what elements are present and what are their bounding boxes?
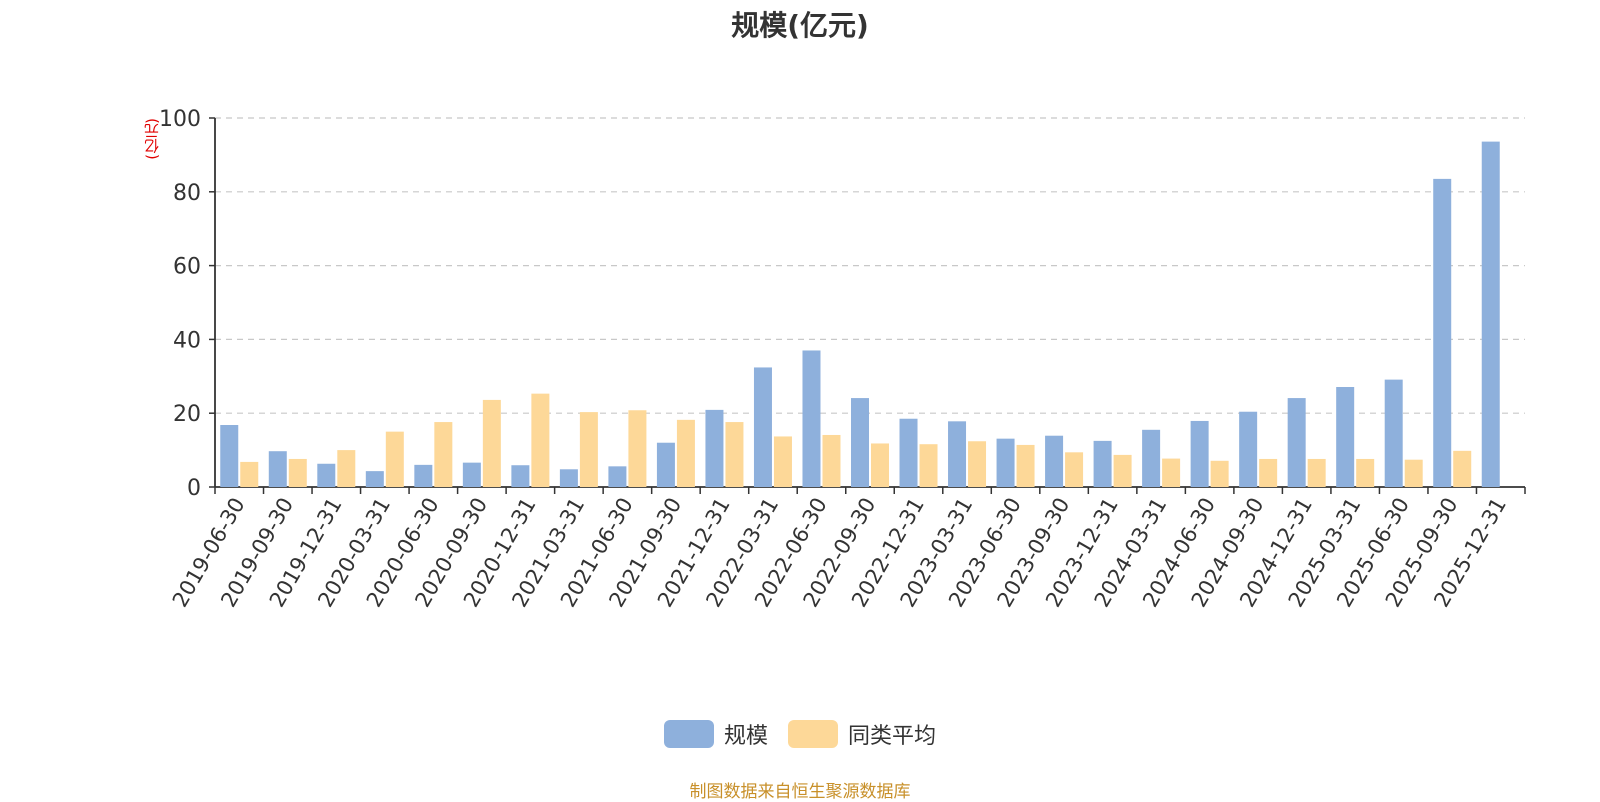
bar-scale [220,425,239,487]
bar-scale [1481,141,1500,487]
bar-scale [1142,429,1161,487]
bar-peer-average [1404,459,1423,487]
bar-peer-average [434,422,453,487]
bar-scale [511,465,530,487]
bar-scale [414,464,433,487]
chart-title: 规模(亿元) [731,9,869,42]
bar-peer-average [531,393,550,487]
y-tick-label: 100 [159,107,201,132]
bar-scale [705,409,724,487]
bar-scale [608,466,627,487]
bar-scale [1093,440,1112,487]
bar-scale [1239,411,1258,487]
legend-label-peer-average: 同类平均 [848,724,937,749]
bar-scale [1433,178,1452,487]
bar-peer-average [1162,458,1181,487]
bar-scale [948,421,967,487]
bar-peer-average [968,441,987,487]
bar-scale [656,442,675,487]
legend-swatch-peer-average [788,720,838,748]
bar-scale [1336,387,1355,487]
legend-swatch-scale [663,720,714,748]
bar-scale [462,462,481,487]
legend-item-peer-average[interactable]: 同类平均 [788,718,936,750]
bar-scale [317,463,336,487]
bar-scale [1287,398,1306,487]
bar-scale [802,350,821,487]
y-tick-label: 80 [173,181,201,206]
bar-peer-average [1453,450,1472,487]
bar-scale [851,398,869,487]
bar-peer-average [822,434,841,487]
bar-peer-average [628,410,647,487]
bar-peer-average [1065,452,1084,487]
bar-peer-average [773,436,792,487]
source-note: 制图数据来自恒生聚源数据库 [689,782,911,802]
bar-peer-average [1016,444,1035,487]
bar-scale [996,438,1015,487]
bar-peer-average [871,443,889,487]
bar-chart-plot: 0204060801002019-06-302019-09-302019-12-… [159,107,1526,611]
bar-peer-average [1210,460,1229,487]
bar-peer-average [1356,458,1375,487]
legend-item-scale[interactable]: 规模 [663,718,768,750]
bar-peer-average [676,419,695,487]
bar-scale [899,418,918,487]
y-tick-label: 20 [173,402,201,427]
bar-peer-average [240,461,259,487]
bar-peer-average [337,450,356,487]
bar-scale [365,471,384,487]
bar-peer-average [482,399,501,487]
legend-label-scale: 规模 [723,724,768,749]
bar-peer-average [725,422,744,487]
y-tick-label: 60 [173,255,201,280]
bar-peer-average [1307,458,1326,487]
bar-peer-average [1259,458,1278,487]
bar-scale [1190,420,1209,487]
bar-peer-average [288,458,307,487]
bar-peer-average [579,412,598,487]
y-tick-label: 0 [187,476,201,501]
bar-peer-average [919,444,938,487]
bar-peer-average [1113,454,1132,487]
bar-scale [753,367,772,487]
y-tick-label: 40 [173,328,201,353]
bar-scale [1384,379,1403,487]
bar-scale [1045,435,1064,487]
bar-scale [559,469,578,487]
bar-peer-average [385,431,404,487]
legend: 规模 同类平均 [0,718,1600,750]
bar-scale [268,451,287,487]
